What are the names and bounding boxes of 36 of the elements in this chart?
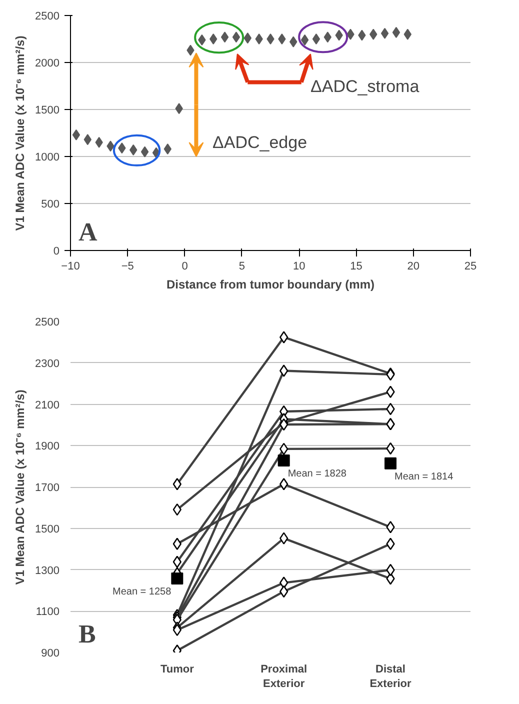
x-tick-label: Distal Exterior (370, 664, 412, 690)
y-tick-label: 2000 (35, 58, 60, 70)
x-tick-label: 0 (182, 260, 188, 272)
annotation: ΔADC_stroma (310, 77, 420, 96)
y-tick-label: 1300 (35, 564, 60, 577)
data-label: Mean = 1258 (112, 586, 172, 598)
x-tick-label: 15 (350, 260, 362, 272)
annotation: B (78, 620, 96, 648)
y-tick-label: 900 (41, 648, 60, 660)
y-tick-label: 2100 (35, 399, 60, 412)
y-tick-label: 2500 (35, 316, 60, 328)
x-axis-title: Distance from tumor boundary (mm) (166, 278, 375, 292)
y-tick-label: 1100 (36, 606, 60, 618)
y-tick-label: 1500 (35, 104, 60, 116)
x-tick-label: Proximal Exterior (260, 664, 308, 690)
y-tick-label: 500 (41, 198, 60, 210)
data-label: Mean = 1828 (288, 468, 347, 480)
x-tick-label: 5 (238, 260, 245, 272)
data-label: Mean = 1814 (394, 471, 454, 482)
x-tick-label: Tumor (160, 664, 195, 676)
y-axis-title: V1 Mean ADC Value (x 10⁻⁶ mm²/s) (13, 390, 28, 585)
annotation: ΔADC_edge (212, 133, 308, 152)
x-tick-label: −5 (121, 260, 134, 272)
y-tick-label: 1700 (35, 482, 60, 494)
y-tick-label: 2300 (35, 358, 60, 370)
y-tick-label: 2500 (35, 10, 60, 22)
x-tick-label: 25 (464, 260, 477, 272)
annotation: A (78, 218, 98, 246)
y-tick-label: 1500 (35, 523, 60, 536)
y-tick-label: 0 (53, 246, 60, 258)
x-tick-label: 10 (292, 260, 306, 272)
y-tick-label: 1000 (35, 152, 60, 164)
y-axis-title: V1 Mean ADC Value (x 10⁻⁶ mm²/s) (13, 36, 28, 231)
x-tick-label: −10 (61, 260, 80, 272)
y-tick-label: 1900 (35, 440, 60, 453)
x-tick-label: 20 (407, 260, 420, 272)
